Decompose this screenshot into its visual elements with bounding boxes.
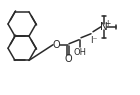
Text: O: O bbox=[52, 40, 60, 50]
Text: OH: OH bbox=[74, 48, 87, 57]
Text: O: O bbox=[64, 54, 72, 64]
Text: I⁻: I⁻ bbox=[90, 36, 98, 45]
Text: N: N bbox=[100, 22, 108, 32]
Text: +: + bbox=[104, 19, 111, 28]
